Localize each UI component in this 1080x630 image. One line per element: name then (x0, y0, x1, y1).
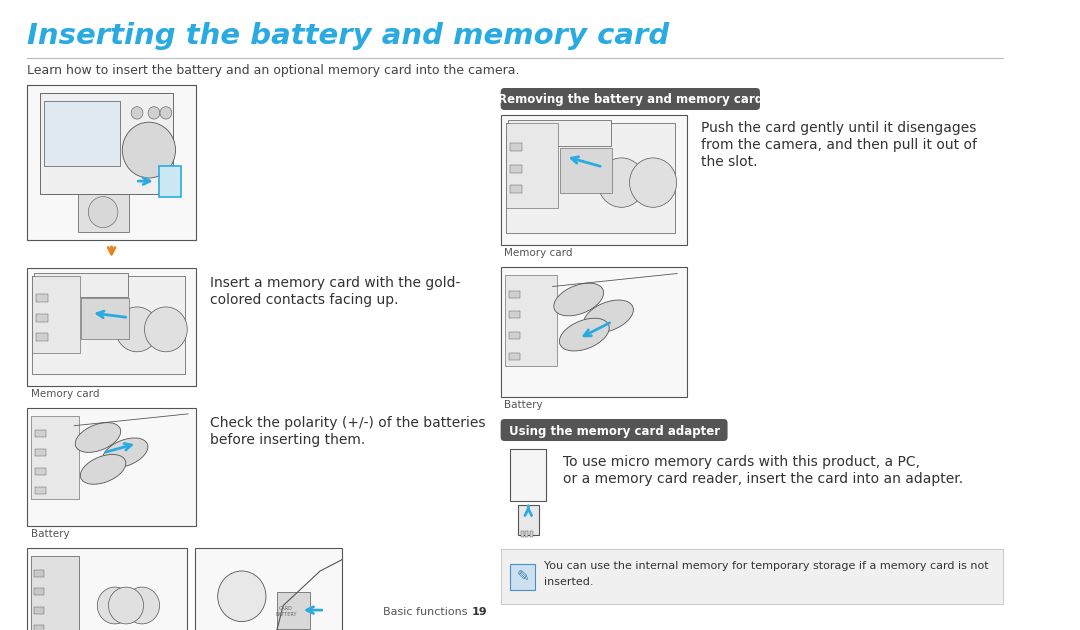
Circle shape (108, 587, 144, 624)
Text: Check the polarity (+/-) of the batteries: Check the polarity (+/-) of the batterie… (210, 416, 485, 430)
Bar (37, 314, 48, 322)
Bar (509, 120, 610, 146)
FancyBboxPatch shape (501, 419, 728, 441)
Bar (517, 505, 539, 535)
Bar (510, 563, 535, 590)
Bar (509, 332, 519, 339)
Bar (507, 123, 558, 207)
Text: Inserting the battery and memory card: Inserting the battery and memory card (27, 22, 669, 50)
Text: Using the memory card adapter: Using the memory card adapter (509, 425, 719, 437)
FancyBboxPatch shape (501, 88, 760, 110)
Text: To use micro memory cards with this product, a PC,: To use micro memory cards with this prod… (563, 455, 919, 469)
Bar (501, 115, 687, 245)
Bar (35, 273, 127, 297)
Text: or a memory card reader, insert the card into an adapter.: or a memory card reader, insert the card… (563, 472, 962, 486)
Bar (521, 531, 524, 537)
Bar (81, 297, 129, 339)
Bar (36, 487, 45, 494)
Text: Battery: Battery (504, 400, 543, 410)
Bar (509, 311, 519, 318)
Circle shape (148, 106, 160, 119)
Bar (194, 548, 342, 630)
Ellipse shape (554, 283, 604, 316)
Circle shape (160, 106, 172, 119)
Ellipse shape (559, 318, 609, 351)
Bar (32, 276, 80, 353)
Circle shape (131, 106, 143, 119)
Circle shape (145, 307, 187, 352)
Bar (525, 531, 528, 537)
Bar (36, 449, 45, 456)
Circle shape (89, 197, 118, 227)
Bar (35, 625, 44, 630)
Bar (27, 85, 197, 240)
Bar (35, 607, 44, 614)
Bar (32, 276, 185, 374)
Text: from the camera, and then pull it out of: from the camera, and then pull it out of (701, 138, 977, 152)
Text: Memory card: Memory card (504, 248, 572, 258)
Bar (505, 275, 557, 366)
Text: before inserting them.: before inserting them. (210, 433, 365, 447)
Bar (43, 101, 120, 166)
Text: Basic functions: Basic functions (382, 607, 468, 617)
Bar (530, 531, 534, 537)
Text: inserted.: inserted. (544, 577, 594, 587)
Ellipse shape (80, 454, 125, 484)
Bar (507, 123, 675, 233)
Text: colored contacts facing up.: colored contacts facing up. (210, 293, 399, 307)
Bar (501, 549, 1003, 604)
Text: Insert a memory card with the gold-: Insert a memory card with the gold- (210, 276, 460, 290)
Bar (30, 556, 79, 630)
Text: ✎: ✎ (516, 569, 529, 584)
Circle shape (598, 158, 645, 207)
Bar (510, 142, 522, 151)
Circle shape (116, 307, 159, 352)
Bar (27, 548, 187, 630)
Text: Removing the battery and memory card: Removing the battery and memory card (498, 93, 762, 106)
Bar (510, 164, 522, 173)
Ellipse shape (103, 438, 148, 467)
Circle shape (122, 122, 176, 178)
Bar (509, 290, 519, 297)
Bar (159, 166, 181, 197)
Bar (27, 268, 197, 386)
Text: the slot.: the slot. (701, 155, 757, 169)
Text: Battery: Battery (30, 529, 69, 539)
Bar (501, 267, 687, 397)
Bar (37, 294, 48, 302)
Bar (35, 570, 44, 577)
Text: Learn how to insert the battery and an optional memory card into the camera.: Learn how to insert the battery and an o… (27, 64, 519, 77)
Circle shape (124, 587, 160, 624)
Text: You can use the internal memory for temporary storage if a memory card is not: You can use the internal memory for temp… (544, 561, 989, 571)
Circle shape (218, 571, 266, 622)
Bar (27, 408, 197, 526)
Bar (37, 333, 48, 341)
Bar (78, 193, 129, 232)
Text: 19: 19 (472, 607, 488, 617)
Ellipse shape (76, 423, 121, 452)
Bar (510, 185, 522, 193)
Bar (278, 592, 310, 629)
Bar (36, 468, 45, 475)
Bar (35, 588, 44, 595)
Bar (40, 93, 173, 193)
Circle shape (97, 587, 133, 624)
Text: CARD
BATTERY: CARD BATTERY (275, 606, 297, 617)
Bar (510, 449, 546, 501)
Ellipse shape (583, 300, 633, 333)
Bar (509, 353, 519, 360)
Bar (31, 416, 79, 498)
Bar (561, 147, 612, 193)
Circle shape (630, 158, 677, 207)
Text: Memory card: Memory card (30, 389, 99, 399)
Bar (36, 430, 45, 437)
Text: Push the card gently until it disengages: Push the card gently until it disengages (701, 121, 976, 135)
